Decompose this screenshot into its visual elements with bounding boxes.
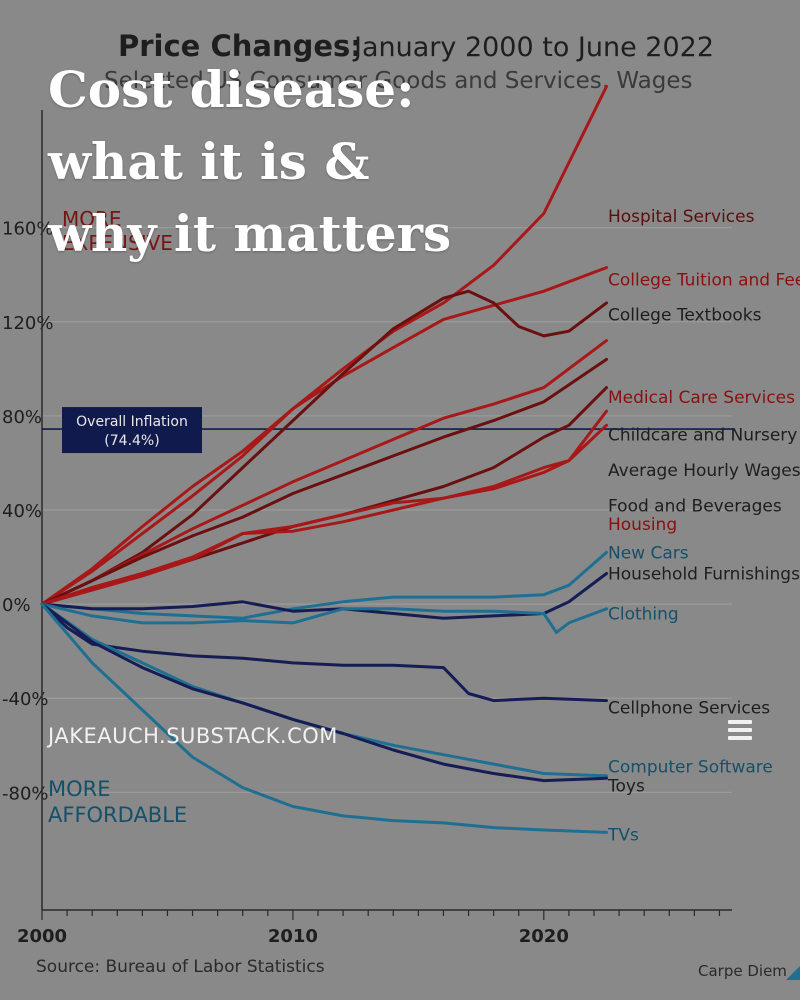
chart-subtitle: Selected US Consumer Goods and Services,… <box>104 68 693 94</box>
series-label: Average Hourly Wages <box>608 461 800 481</box>
axes: 2000 2010 2020 <box>17 110 732 947</box>
series-label: Medical Care Services <box>608 388 795 408</box>
series-line-toys <box>40 602 608 783</box>
article-title: Cost disease: what it is & why it matter… <box>48 54 528 270</box>
article-title-line: Cost disease: <box>48 60 415 119</box>
article-title-line: what it is & <box>48 132 370 191</box>
series-label: College Tuition and Fees <box>608 270 800 290</box>
series-label: Toys <box>607 776 645 796</box>
series-label: Food and Beverages <box>608 496 782 516</box>
more-expensive-annotation: MORE EXPENSIVE <box>62 207 173 255</box>
chart-title: Price Changes: <box>118 29 362 63</box>
y-tick-label: 160% <box>2 219 53 240</box>
inflation-box <box>62 407 202 454</box>
series-labels: Hospital Services College Tuition and Fee… <box>607 207 800 846</box>
series-label: Housing <box>608 515 677 535</box>
y-tick-label: 40% <box>2 501 42 522</box>
overall-inflation-reference: Overall Inflation (74.4%) <box>42 407 732 454</box>
series-line-medical-care-services <box>40 339 608 606</box>
series-line-tvs <box>40 602 608 834</box>
y-tick-label: -80% <box>2 783 49 804</box>
series-line-new-cars <box>40 550 608 620</box>
y-tick-label: -40% <box>2 689 49 710</box>
article-title-line: why it matters <box>48 204 452 263</box>
x-tick-label: 2010 <box>268 926 318 947</box>
series-label: TVs <box>607 826 639 846</box>
series-label: Computer Software <box>608 757 773 777</box>
inflation-label: Overall Inflation <box>76 414 188 430</box>
series-line-clothing <box>40 602 608 634</box>
menu-icon[interactable] <box>728 720 752 748</box>
series-label: Household Furnishings <box>608 565 800 585</box>
series-lines <box>40 85 608 834</box>
x-tick-label: 2020 <box>519 926 569 947</box>
series-label: College Textbooks <box>608 306 762 326</box>
more-affordable-annotation: MORE AFFORDABLE <box>48 777 187 827</box>
credit-logo-icon <box>786 966 800 980</box>
credit-label: Carpe Diem <box>698 962 787 980</box>
chart-title-range: January 2000 to June 2022 <box>352 32 714 63</box>
series-label: Childcare and Nursery School <box>608 426 800 446</box>
y-tick-label: 0% <box>2 595 31 616</box>
series-label: Cellphone Services <box>608 699 770 719</box>
series-line-food-and-beverages <box>40 409 608 606</box>
series-label: New Cars <box>608 543 689 563</box>
site-url-link[interactable]: JAKEAUCH.SUBSTACK.COM <box>48 724 338 748</box>
y-tick-label: 80% <box>2 407 42 428</box>
series-line-housing <box>40 423 608 606</box>
inflation-value-label: (74.4%) <box>104 433 159 449</box>
source-note: Source: Bureau of Labor Statistics <box>36 957 325 977</box>
series-line-hospital-services <box>40 85 608 606</box>
series-line-college-tuition-and-fees <box>40 266 608 606</box>
series-label: Hospital Services <box>608 207 755 227</box>
y-tick-label: 120% <box>2 313 53 334</box>
series-line-childcare-and-nursery-school <box>40 357 608 606</box>
x-tick-label: 2000 <box>17 926 67 947</box>
series-line-college-textbooks <box>40 289 608 606</box>
series-label: Clothing <box>608 605 679 625</box>
